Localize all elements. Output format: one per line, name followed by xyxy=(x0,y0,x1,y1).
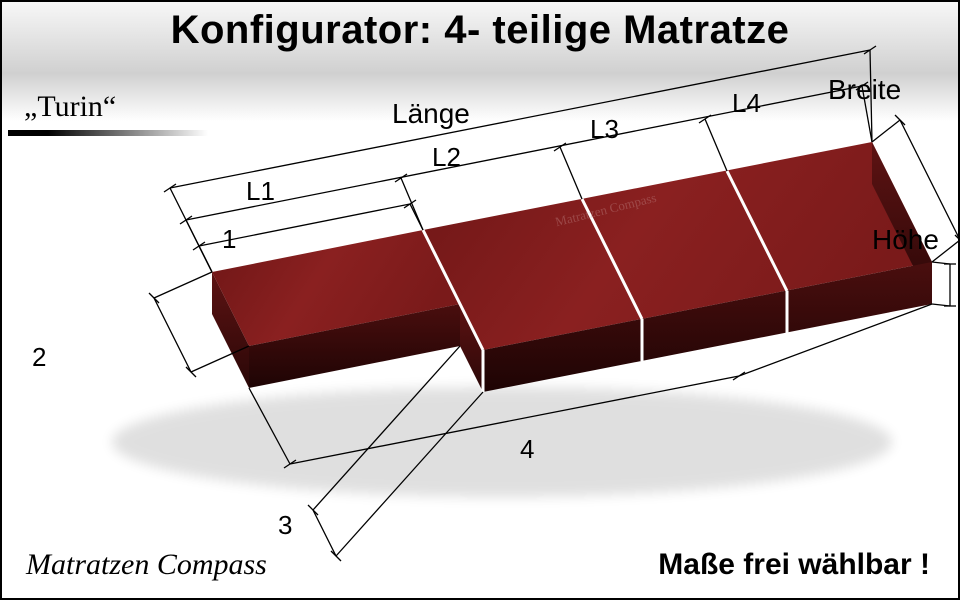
label-width: Breite xyxy=(828,74,901,106)
label-height: Höhe xyxy=(872,224,939,256)
label-two: 2 xyxy=(32,342,46,373)
brand-name: Matratzen Compass xyxy=(26,548,267,582)
label-four: 4 xyxy=(520,434,534,465)
label-l4: L4 xyxy=(732,88,761,119)
diagram-stage: Konfigurator: 4- teilige Matratze „Turin… xyxy=(0,0,960,600)
label-one: 1 xyxy=(222,224,236,255)
label-length: Länge xyxy=(392,98,470,130)
mattress-diagram xyxy=(2,2,960,600)
label-l2: L2 xyxy=(432,142,461,173)
label-three: 3 xyxy=(278,510,292,541)
label-l3: L3 xyxy=(590,114,619,145)
free-dimensions-note: Maße frei wählbar ! xyxy=(658,548,930,582)
label-l1: L1 xyxy=(246,176,275,207)
